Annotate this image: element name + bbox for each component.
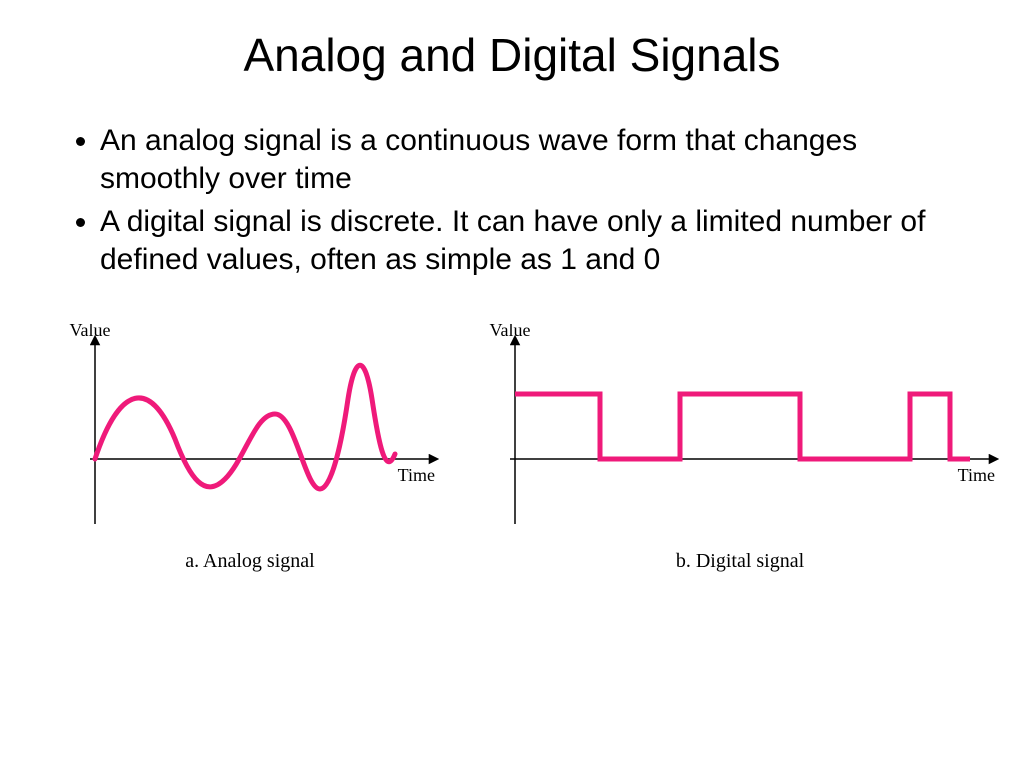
bullet-item: An analog signal is a continuous wave fo… — [100, 122, 944, 197]
charts-row: Value Time a. Analog signal Value Time b. … — [40, 324, 984, 573]
digital-chart-svg: Value Time — [470, 324, 1010, 544]
digital-caption: b. Digital signal — [676, 550, 804, 573]
bullet-list: An analog signal is a continuous wave fo… — [40, 122, 984, 284]
svg-text:Value: Value — [70, 324, 111, 340]
slide-title: Analog and Digital Signals — [40, 28, 984, 82]
svg-text:Time: Time — [398, 465, 435, 485]
slide: Analog and Digital Signals An analog sig… — [0, 0, 1024, 768]
analog-caption: a. Analog signal — [185, 550, 314, 573]
svg-text:Value: Value — [490, 324, 531, 340]
analog-chart: Value Time a. Analog signal — [50, 324, 450, 573]
analog-chart-svg: Value Time — [50, 324, 450, 544]
bullet-item: A digital signal is discrete. It can hav… — [100, 203, 944, 278]
svg-text:Time: Time — [958, 465, 995, 485]
digital-chart: Value Time b. Digital signal — [470, 324, 1010, 573]
